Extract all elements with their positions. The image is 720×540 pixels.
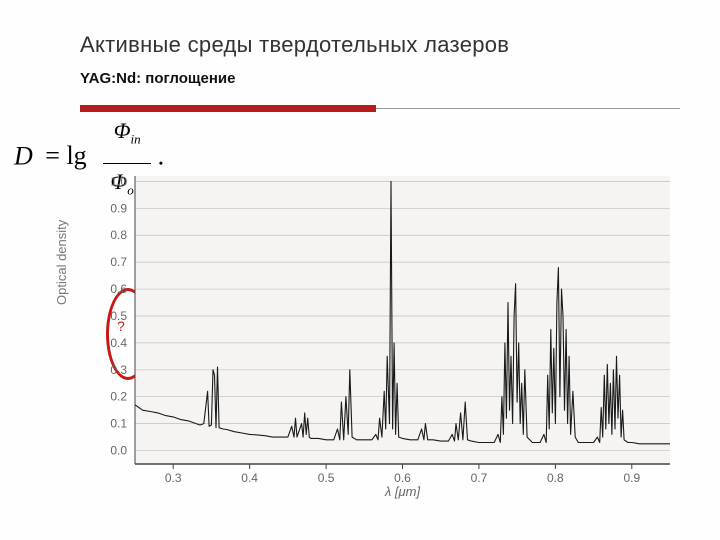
slide: Активные среды твердотельных лазеров YAG… — [0, 0, 720, 540]
svg-text:0.3: 0.3 — [165, 471, 182, 485]
absorption-spectrum-chart: 0.0 0.1 0.2 0.3 0.4 0.5 0.6 0.7 0.8 0.9 1.0 0.3 0.4 0… — [80, 170, 680, 500]
svg-text:0.5: 0.5 — [110, 309, 127, 323]
chart-svg: 0.0 0.1 0.2 0.3 0.4 0.5 0.6 0.7 0.8 0.9 1.0 0.3 0.4 0… — [80, 170, 680, 500]
svg-text:0.9: 0.9 — [623, 471, 640, 485]
title-underline-red — [80, 105, 376, 112]
svg-text:0.4: 0.4 — [241, 471, 258, 485]
y-axis-label: Optical density — [54, 220, 69, 305]
svg-text:1.0: 1.0 — [110, 174, 127, 188]
formula-lhs: D — [14, 141, 33, 170]
formula-dot: . — [158, 141, 165, 170]
svg-text:0.7: 0.7 — [110, 255, 127, 269]
svg-text:0.5: 0.5 — [318, 471, 335, 485]
svg-text:0.8: 0.8 — [110, 228, 127, 242]
svg-text:0.1: 0.1 — [110, 417, 127, 431]
svg-text:0.2: 0.2 — [110, 390, 127, 404]
slide-title: Активные среды твердотельных лазеров — [80, 32, 509, 58]
svg-text:0.3: 0.3 — [110, 363, 127, 377]
svg-text:0.4: 0.4 — [110, 336, 127, 350]
svg-text:0.8: 0.8 — [547, 471, 564, 485]
formula-op: = lg — [45, 141, 86, 170]
svg-text:0.0: 0.0 — [110, 444, 127, 458]
title-underline-grey — [376, 108, 680, 109]
svg-text:0.9: 0.9 — [110, 201, 127, 215]
svg-text:0.6: 0.6 — [110, 282, 127, 296]
svg-text:0.6: 0.6 — [394, 471, 411, 485]
slide-subtitle: YAG:Nd: поглощение — [80, 70, 236, 87]
svg-text:0.7: 0.7 — [471, 471, 488, 485]
svg-text:λ [μm]: λ [μm] — [384, 484, 421, 499]
